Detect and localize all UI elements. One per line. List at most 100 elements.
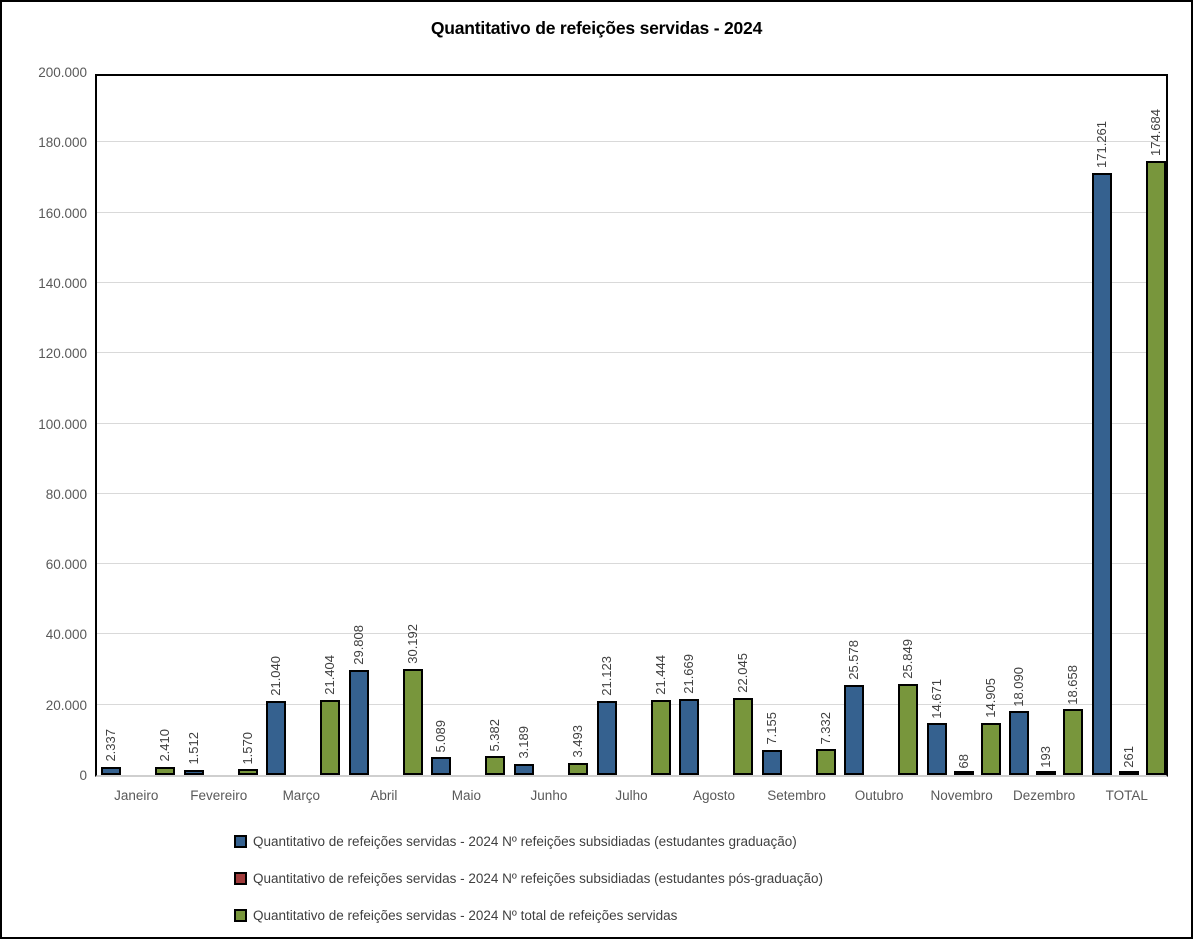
gridline: [97, 703, 1166, 705]
chart-title: Quantitativo de refeições servidas - 202…: [430, 18, 763, 38]
bar-value-label: 1.570: [239, 731, 255, 765]
y-tick-label: 100.000: [38, 416, 87, 432]
gridline: [97, 141, 1166, 143]
x-tick-label: Novembro: [930, 788, 993, 803]
bar-value-label: 30.192: [404, 624, 420, 664]
bar-value-label: 21.040: [268, 656, 284, 697]
legend-item: Quantitativo de refeições servidas - 202…: [234, 869, 823, 887]
x-tick-label: Julho: [615, 788, 648, 803]
legend-label: Quantitativo de refeições servidas - 202…: [253, 870, 823, 886]
bar-value-label: 3.493: [569, 725, 585, 758]
y-tick-label: 200.000: [38, 65, 87, 80]
x-tick-label: Agosto: [693, 788, 736, 803]
bar-graduacao: [431, 757, 452, 775]
bar-total: [237, 769, 258, 775]
bar-value-label: 7.155: [763, 712, 779, 745]
bar-graduacao: [596, 700, 617, 775]
bar-total: [155, 766, 176, 775]
x-tick-label: Junho: [530, 788, 568, 803]
bar-value-label: 7.332: [817, 711, 833, 745]
gridline: [97, 492, 1166, 494]
bar-value-label: 22.045: [735, 652, 751, 693]
bar-graduacao: [679, 698, 700, 775]
gridline: [97, 563, 1166, 565]
y-tick-label: 120.000: [38, 346, 87, 362]
legend-label: Quantitativo de refeições servidas - 202…: [253, 907, 678, 923]
bar-graduacao: [266, 701, 287, 775]
bar-graduacao: [513, 763, 534, 775]
bar-value-label: 14.671: [928, 678, 944, 719]
bar-total: [320, 699, 341, 775]
legend-item: Quantitativo de refeições servidas - 202…: [234, 906, 823, 924]
bar-graduacao: [101, 766, 122, 775]
bar-value-label: 14.905: [982, 677, 998, 718]
bar-total: [650, 699, 671, 775]
y-tick-label: 80.000: [45, 486, 87, 502]
bar-value-label: 2.337: [103, 729, 119, 762]
bar-value-label: 18.658: [1065, 664, 1081, 705]
bar-value-label: 5.089: [433, 719, 449, 753]
bar-value-label: 174.684: [1147, 109, 1163, 156]
bar-total: [485, 756, 506, 775]
bar-value-label: 261: [1120, 746, 1136, 768]
bar-total: [402, 668, 423, 775]
bar-value-label: 2.410: [157, 728, 173, 762]
bar-pos-graduacao: [953, 771, 974, 775]
x-tick-label: Fevereiro: [190, 788, 248, 803]
x-tick-label: Dezembro: [1013, 788, 1076, 803]
bar-value-label: 21.444: [652, 654, 668, 695]
y-tick-label: 60.000: [45, 557, 87, 573]
y-tick-label: 140.000: [38, 275, 87, 291]
plot-area: 2.337 1.512 21.040 29.808 5.089 3.189 21.123 21…: [95, 74, 1168, 777]
bar-total: [1145, 161, 1166, 775]
legend-swatch: [234, 871, 247, 885]
bar-value-label: 3.189: [515, 726, 531, 759]
bar-total: [733, 697, 754, 775]
gridline: [97, 211, 1166, 213]
y-tick-label: 20.000: [45, 697, 87, 713]
y-tick-label: 40.000: [45, 627, 87, 643]
bar-value-label: 21.123: [598, 656, 614, 696]
bar-value-label: 25.849: [900, 639, 916, 680]
bar-graduacao: [183, 769, 204, 775]
bar-value-label: 21.404: [322, 655, 338, 695]
gridline: [97, 422, 1166, 424]
legend-item: Quantitativo de refeições servidas - 202…: [234, 832, 823, 850]
bar-pos-graduacao: [1036, 771, 1057, 775]
x-tick-label: Outubro: [854, 788, 904, 803]
bar-graduacao: [926, 723, 947, 775]
legend: Quantitativo de refeições servidas - 202…: [234, 832, 823, 937]
bar-total: [1063, 709, 1084, 775]
bar-pos-graduacao: [1118, 771, 1139, 775]
bar-value-label: 29.808: [350, 625, 366, 666]
bar-total: [898, 684, 919, 775]
bar-value-label: 193: [1038, 746, 1054, 768]
legend-swatch: [234, 908, 247, 922]
gridline: [97, 352, 1166, 354]
bar-total: [567, 762, 588, 775]
bar-value-label: 1.512: [185, 732, 201, 765]
bar-value-label: 5.382: [487, 718, 503, 752]
x-tick-label: Janeiro: [114, 788, 159, 803]
bar-total: [815, 749, 836, 775]
bar-value-label: 68: [955, 753, 971, 768]
bar-graduacao: [1009, 711, 1030, 775]
bar-graduacao: [761, 749, 782, 775]
y-tick-label: 180.000: [38, 135, 87, 151]
bar-graduacao: [348, 670, 369, 775]
bar-total: [980, 722, 1001, 775]
bar-value-label: 21.669: [681, 654, 697, 694]
x-tick-label: Maio: [451, 788, 482, 803]
x-tick-label: Março: [282, 788, 321, 803]
x-tick-label: TOTAL: [1105, 788, 1148, 803]
bar-value-label: 18.090: [1011, 666, 1027, 707]
y-tick-label: 0: [79, 768, 87, 783]
gridline: [97, 633, 1166, 635]
x-tick-label: Abril: [370, 788, 398, 803]
legend-swatch: [234, 834, 247, 848]
bar-value-label: 25.578: [846, 640, 862, 681]
bar-value-label: 171.261: [1093, 121, 1109, 169]
bar-graduacao: [1091, 173, 1112, 775]
y-tick-label: 160.000: [38, 205, 87, 221]
